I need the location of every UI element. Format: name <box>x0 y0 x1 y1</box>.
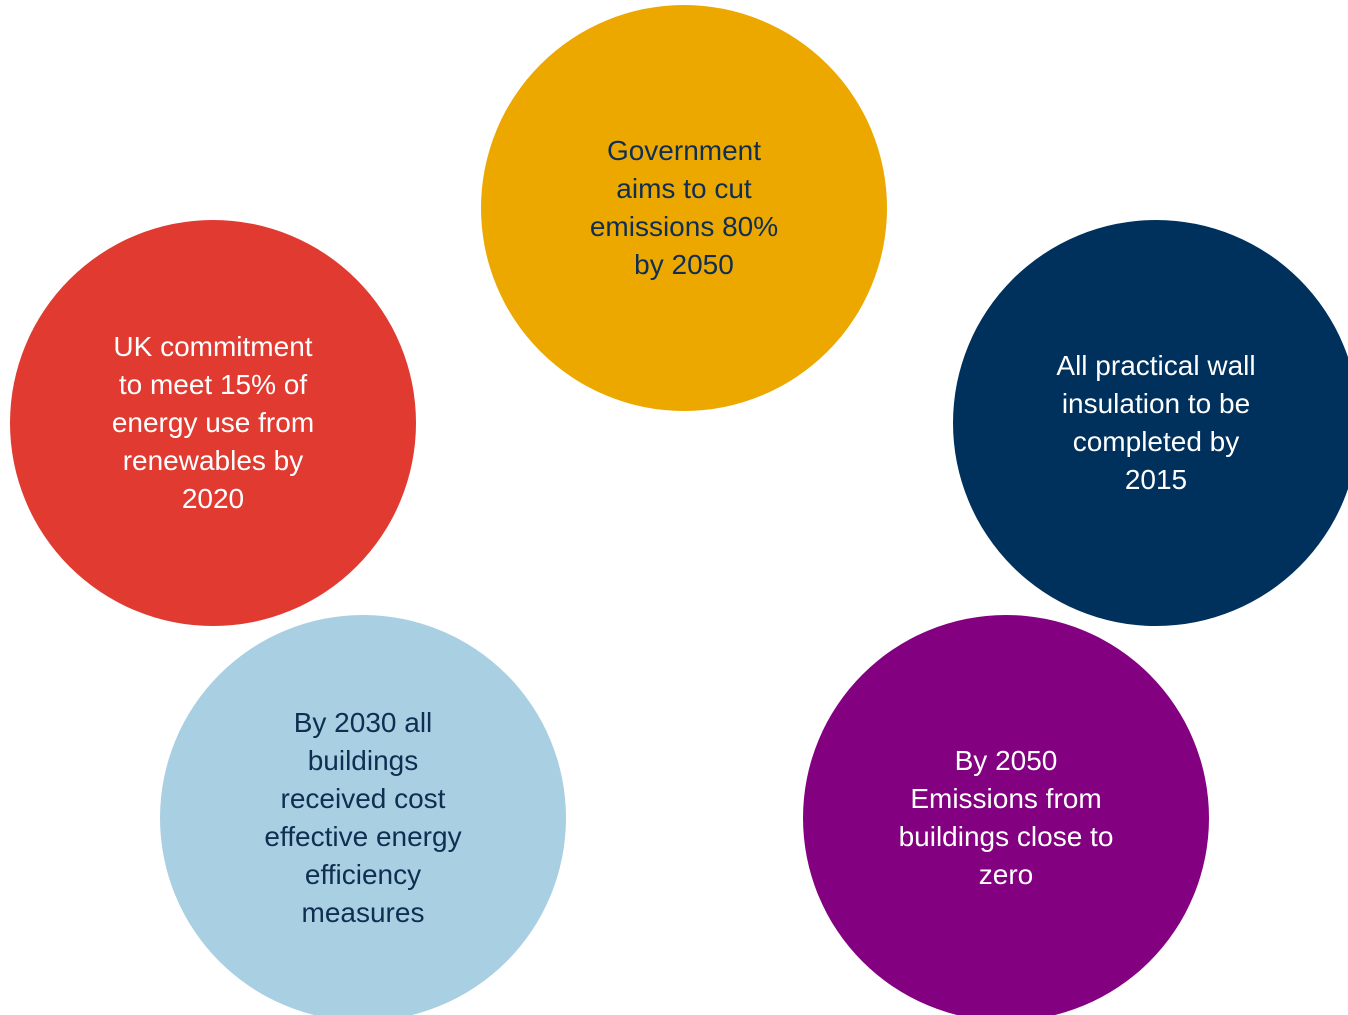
circle-uk-renewables-text: UK commitment to meet 15% of energy use … <box>111 331 315 514</box>
circle-government-emissions-text: Government aims to cut emissions 80% by … <box>589 135 779 280</box>
circle-2030-efficiency-text: By 2030 all buildings received cost effe… <box>264 707 462 928</box>
circle-uk-renewables-commitment: UK commitment to meet 15% of energy use … <box>10 220 416 626</box>
circle-government-emissions-target: Government aims to cut emissions 80% by … <box>481 5 887 411</box>
circle-2030-efficiency-measures: By 2030 all buildings received cost effe… <box>160 615 566 1015</box>
circle-2050-zero-emissions: By 2050 Emissions from buildings close t… <box>803 615 1209 1015</box>
circle-wall-insulation-target: All practical wall insulation to be comp… <box>953 220 1348 626</box>
circle-wall-insulation-text: All practical wall insulation to be comp… <box>1056 350 1256 495</box>
circle-2050-zero-emissions-text: By 2050 Emissions from buildings close t… <box>898 745 1114 890</box>
